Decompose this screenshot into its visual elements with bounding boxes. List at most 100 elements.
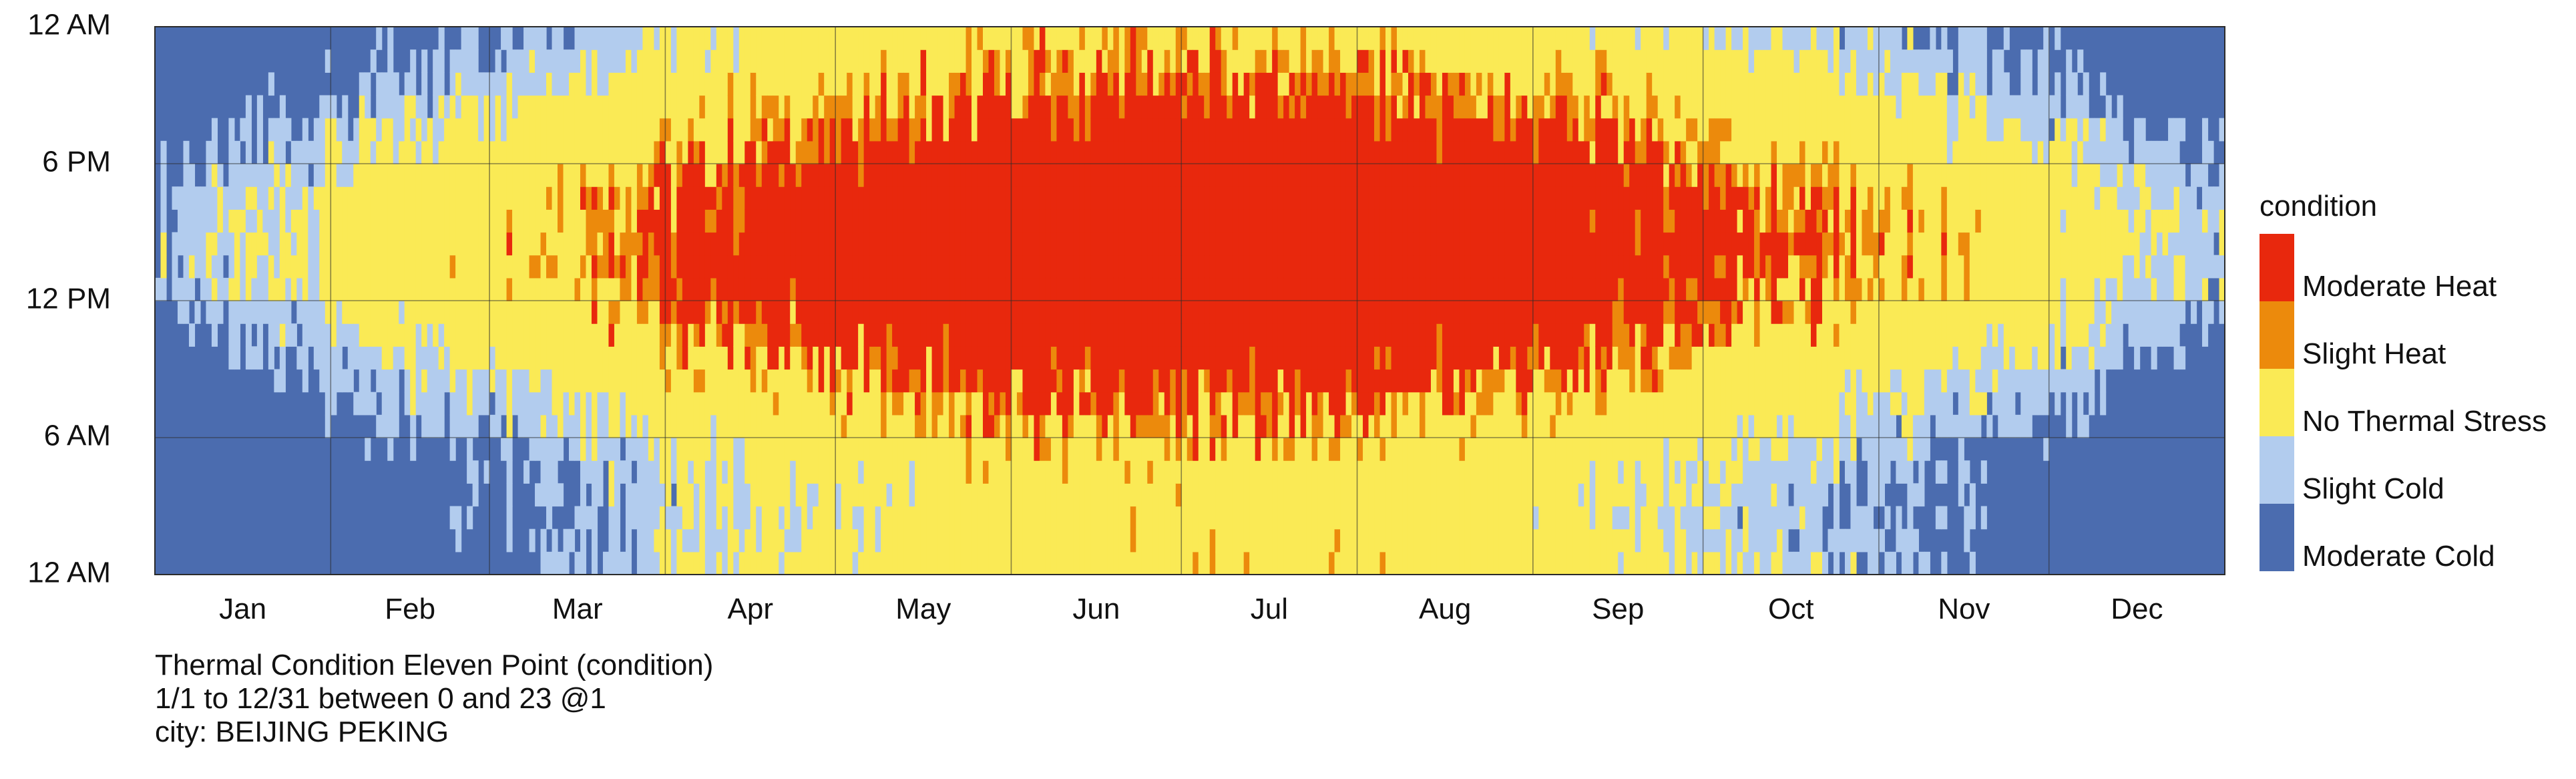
heatmap-cell (529, 232, 535, 256)
heatmap-cell (784, 140, 791, 164)
heatmap-cell (761, 27, 768, 50)
heatmap-cell (1442, 164, 1449, 187)
heatmap-cell (591, 72, 598, 96)
heatmap-cell (1045, 301, 1052, 324)
heatmap-cell (228, 164, 235, 187)
heatmap-cell (642, 438, 649, 461)
heatmap-cell (478, 118, 485, 142)
heatmap-cell (1198, 483, 1205, 507)
heatmap-cell (1175, 27, 1182, 50)
heatmap-cell (1300, 392, 1307, 416)
heatmap-cell (886, 392, 893, 416)
heatmap-cell (1050, 301, 1058, 324)
heatmap-cell (983, 277, 990, 301)
heatmap-cell (228, 209, 235, 233)
heatmap-cell (1107, 118, 1114, 142)
heatmap-cell (1385, 118, 1392, 142)
heatmap-cell (1334, 392, 1341, 416)
heatmap-cell (1079, 323, 1086, 347)
heatmap-cell (1464, 414, 1472, 438)
heatmap-cell (472, 323, 479, 347)
heatmap-cell (1368, 301, 1375, 324)
heatmap-cell (636, 186, 644, 210)
heatmap-cell (994, 72, 1001, 96)
heatmap-cell (790, 528, 797, 553)
heatmap-cell (790, 301, 797, 324)
heatmap-cell (756, 323, 763, 347)
heatmap-cell (1000, 369, 1006, 393)
heatmap-cell (614, 95, 621, 119)
heatmap-cell (1425, 255, 1432, 279)
heatmap-cell (863, 49, 870, 73)
heatmap-cell (773, 186, 779, 210)
heatmap-cell (1102, 528, 1108, 553)
heatmap-cell (1334, 460, 1341, 484)
heatmap-cell (1016, 392, 1024, 416)
heatmap-cell (1408, 369, 1415, 393)
heatmap-cell (1425, 186, 1432, 210)
heatmap-cell (1317, 164, 1324, 187)
heatmap-cell (1311, 551, 1318, 575)
heatmap-cell (1152, 277, 1159, 301)
heatmap-cell (1436, 118, 1443, 142)
heatmap-cell (665, 277, 672, 301)
heatmap-cell (761, 369, 768, 393)
heatmap-cell (1158, 323, 1165, 347)
heatmap-cell (285, 277, 292, 301)
heatmap-cell (251, 164, 258, 187)
heatmap-cell (183, 232, 190, 256)
heatmap-cell (1028, 460, 1035, 484)
heatmap-cell (1453, 460, 1460, 484)
heatmap-cell (1453, 483, 1460, 507)
heatmap-cell (1198, 506, 1205, 530)
heatmap-cell (1068, 460, 1074, 484)
heatmap-cell (1243, 95, 1250, 119)
heatmap-cell (1363, 551, 1369, 575)
heatmap-cell (693, 164, 700, 187)
heatmap-cell (1062, 301, 1068, 324)
heatmap-cell (1000, 95, 1006, 119)
heatmap-cell (1022, 460, 1029, 484)
heatmap-cell (949, 164, 955, 187)
heatmap-cell (586, 460, 592, 484)
heatmap-cell (795, 118, 802, 142)
heatmap-cell (523, 346, 530, 370)
heatmap-cell (433, 277, 439, 301)
heatmap-cell (1249, 72, 1256, 96)
heatmap-cell (540, 49, 547, 73)
heatmap-cell (1158, 95, 1165, 119)
heatmap-cell (1476, 323, 1482, 347)
heatmap-cell (262, 301, 269, 324)
heatmap-cell (1453, 369, 1460, 393)
heatmap-cell (915, 232, 921, 256)
heatmap-cell (381, 186, 388, 210)
heatmap-cell (1459, 277, 1466, 301)
heatmap-cell (818, 528, 825, 553)
heatmap-cell (972, 186, 978, 210)
heatmap-cell (495, 323, 501, 347)
heatmap-cell (1283, 438, 1290, 461)
heatmap-cell (1141, 346, 1148, 370)
heatmap-cell (602, 27, 610, 50)
heatmap-cell (1385, 301, 1392, 324)
heatmap-cell (1022, 528, 1029, 553)
heatmap-cell (1130, 551, 1136, 575)
heatmap-cell (693, 369, 700, 393)
heatmap-cell (1113, 255, 1120, 279)
heatmap-cell (920, 369, 927, 393)
heatmap-cell (1045, 277, 1052, 301)
heatmap-cell (1005, 346, 1012, 370)
heatmap-cell (654, 277, 660, 301)
heatmap-cell (937, 118, 944, 142)
heatmap-cell (1175, 49, 1182, 73)
heatmap-cell (915, 72, 921, 96)
heatmap-cell (937, 72, 944, 96)
heatmap-cell (1459, 506, 1466, 530)
heatmap-cell (1079, 140, 1086, 164)
heatmap-cell (427, 301, 433, 324)
heatmap-cell (359, 72, 365, 96)
heatmap-cell (506, 27, 513, 50)
heatmap-cell (1317, 483, 1324, 507)
heatmap-cell (308, 301, 314, 324)
heatmap-cell (302, 209, 308, 233)
